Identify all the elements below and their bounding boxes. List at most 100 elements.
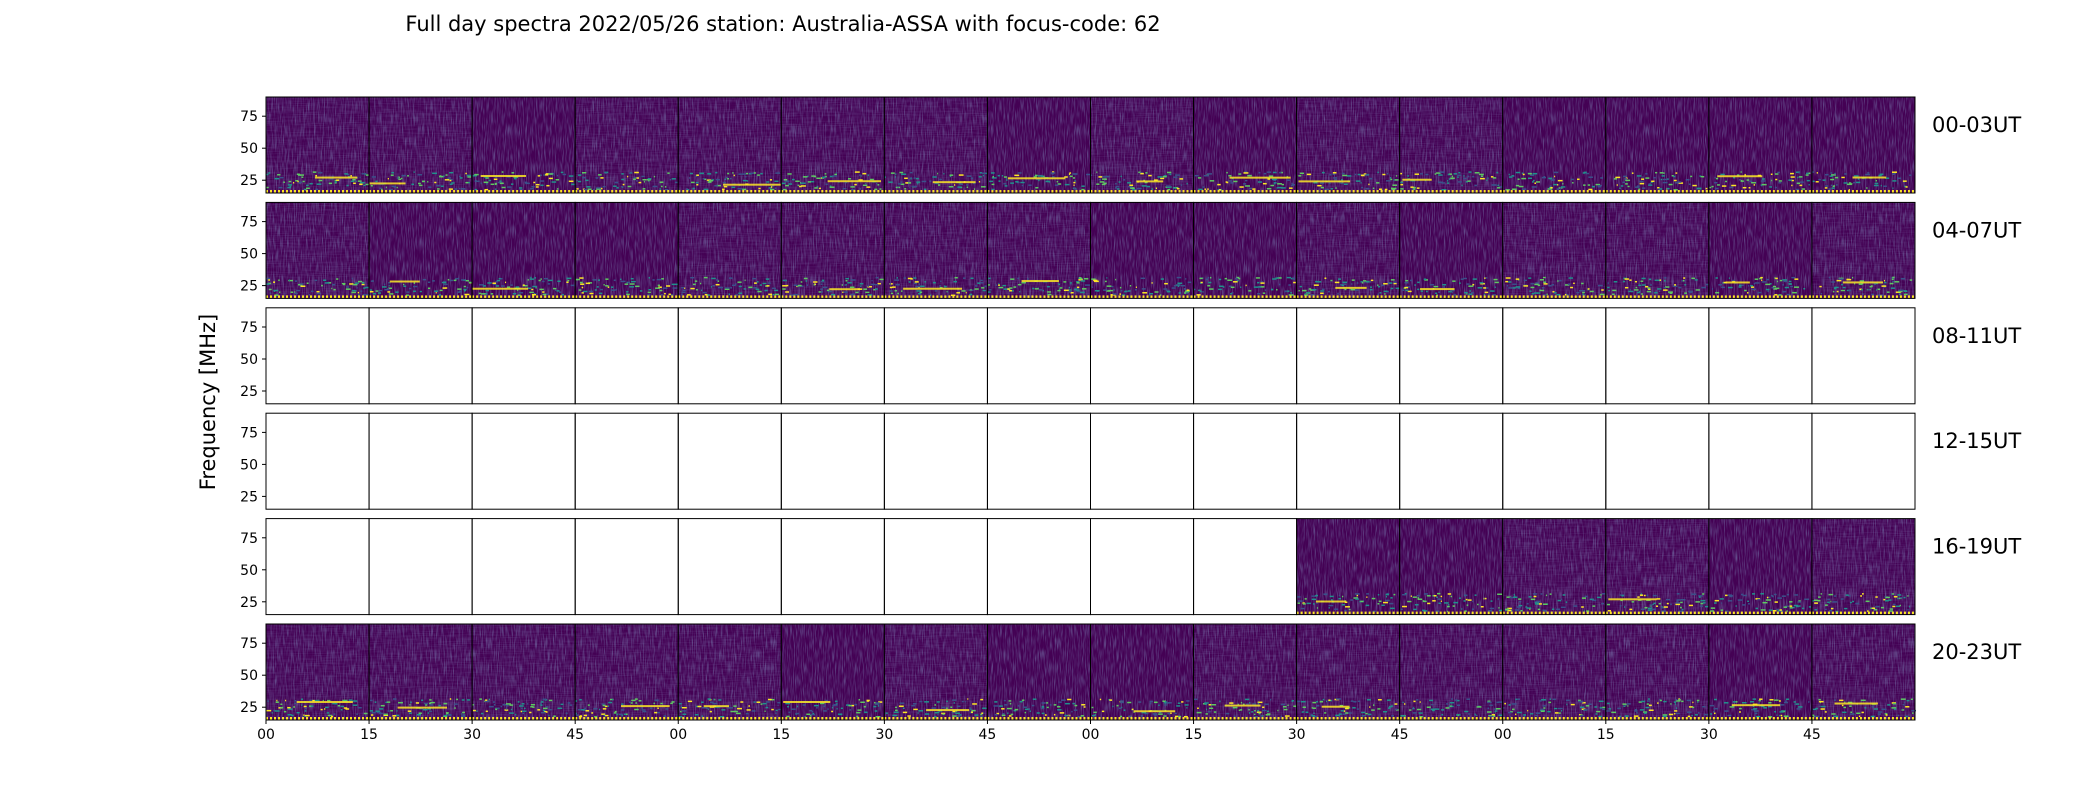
calibration-dot <box>722 190 725 193</box>
interference-speckle <box>1162 175 1167 178</box>
calibration-dot <box>1491 611 1494 615</box>
interference-speckle <box>631 699 636 702</box>
interference-speckle <box>434 290 439 292</box>
interference-speckle <box>1607 603 1611 606</box>
interference-speckle <box>1619 715 1621 718</box>
interference-speckle <box>1769 283 1772 285</box>
interference-speckle <box>1310 714 1313 716</box>
calibration-dot <box>888 717 891 720</box>
interference-speckle <box>409 704 411 706</box>
calibration-dot <box>469 190 472 193</box>
interference-speckle <box>269 292 272 294</box>
interference-speckle <box>833 704 837 706</box>
interference-speckle <box>1299 285 1302 288</box>
calibration-dot <box>1380 717 1383 720</box>
calibration-dot <box>461 717 464 720</box>
calibration-dot <box>1499 717 1502 720</box>
interference-speckle <box>1074 180 1076 182</box>
interference-speckle <box>363 184 366 187</box>
calibration-dot <box>813 295 816 299</box>
spectrum-panel <box>1399 201 1504 299</box>
calibration-dot <box>369 190 372 193</box>
interference-speckle <box>287 186 292 189</box>
interference-speckle <box>427 281 431 284</box>
calibration-dot <box>1776 190 1779 193</box>
calibration-dot <box>274 190 276 193</box>
calibration-dot <box>663 717 666 720</box>
interference-speckle <box>494 707 500 710</box>
calibration-dot <box>1384 190 1387 193</box>
calibration-dot <box>817 295 820 299</box>
interference-speckle <box>1684 284 1687 286</box>
interference-speckle <box>627 175 629 178</box>
interference-speckle <box>657 284 660 287</box>
interference-speckle <box>899 702 905 704</box>
interference-speckle <box>1058 288 1061 291</box>
calibration-dot <box>675 295 678 299</box>
interference-speckle <box>500 705 503 708</box>
calibration-dot <box>401 717 404 720</box>
calibration-dot <box>1681 717 1684 720</box>
calibration-dot <box>1602 190 1605 193</box>
interference-speckle <box>738 173 742 175</box>
interference-speckle <box>546 711 548 713</box>
interference-speckle <box>287 708 293 710</box>
calibration-dot <box>726 295 729 299</box>
calibration-dot <box>785 190 788 193</box>
interference-speckle <box>689 177 691 179</box>
interference-speckle <box>816 707 818 709</box>
interference-speckle <box>1602 593 1606 595</box>
interference-speckle <box>301 176 304 178</box>
interference-speckle <box>1905 715 1908 718</box>
interference-speckle <box>1534 283 1539 286</box>
interference-speckle <box>274 177 280 180</box>
interference-speckle <box>387 291 391 293</box>
interference-speckle <box>742 188 747 191</box>
calibration-dot <box>1336 190 1339 193</box>
interference-speckle <box>1277 709 1279 712</box>
calibration-dot <box>1388 611 1391 615</box>
interference-speckle <box>997 174 1000 177</box>
calibration-dot <box>1705 611 1708 615</box>
calibration-dot <box>385 717 388 720</box>
calibration-dot <box>999 190 1002 193</box>
interference-speckle <box>1487 293 1490 296</box>
interference-speckle <box>1647 287 1651 289</box>
interference-speckle <box>438 294 442 296</box>
calibration-dot <box>476 295 479 299</box>
interference-speckle <box>1233 281 1238 283</box>
interference-speckle <box>913 282 917 285</box>
interference-speckle <box>1663 286 1666 289</box>
interference-speckle <box>741 173 747 175</box>
calibration-dot <box>1716 611 1719 615</box>
calibration-dot <box>1090 717 1093 720</box>
spectrum-panel <box>780 518 885 616</box>
interference-speckle <box>540 704 543 706</box>
interference-speckle <box>602 708 607 710</box>
interference-line <box>480 174 526 177</box>
interference-speckle <box>480 182 482 184</box>
calibration-dot <box>766 190 769 193</box>
interference-speckle <box>1537 284 1541 287</box>
interference-speckle <box>318 179 323 182</box>
interference-speckle <box>1903 293 1908 296</box>
calibration-dot <box>1186 295 1189 299</box>
interference-speckle <box>1844 173 1847 175</box>
interference-speckle <box>1360 182 1362 184</box>
interference-speckle <box>728 707 733 709</box>
calibration-dot <box>1047 717 1050 720</box>
calibration-dot <box>532 190 535 193</box>
interference-speckle <box>604 171 609 174</box>
interference-speckle <box>1313 712 1315 714</box>
interference-speckle <box>1790 285 1793 288</box>
interference-speckle <box>266 173 269 176</box>
interference-speckle <box>1068 291 1072 293</box>
panel-frame <box>677 518 782 616</box>
interference-speckle <box>1377 284 1379 286</box>
interference-speckle <box>1417 597 1419 599</box>
calibration-dot <box>1621 611 1624 615</box>
calibration-dot <box>599 295 602 299</box>
interference-speckle <box>537 175 541 177</box>
calibration-dot <box>1273 190 1276 193</box>
interference-speckle <box>273 709 276 712</box>
